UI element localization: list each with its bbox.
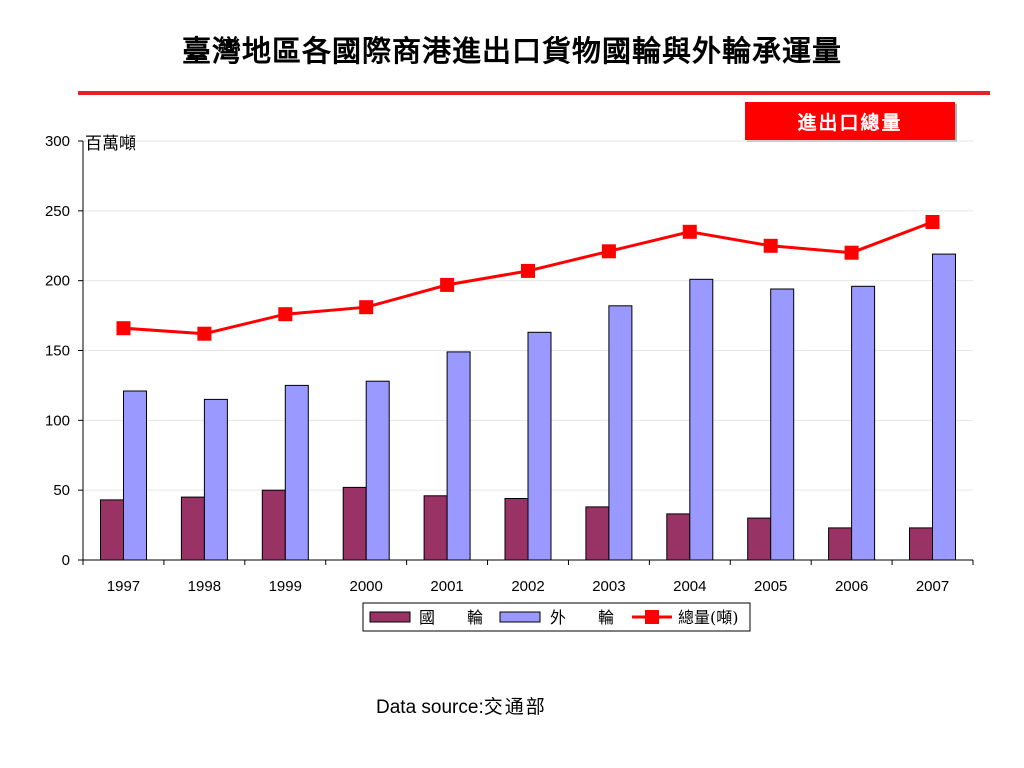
axes — [78, 140, 974, 565]
legend-box — [362, 602, 751, 632]
x-tick-label: 2007 — [916, 578, 949, 595]
legend-swatch-marker — [645, 610, 659, 624]
domestic-bar-2000 — [342, 486, 367, 561]
foreign-bar-1997 — [123, 390, 147, 561]
domestic-bar-2005 — [747, 517, 772, 561]
total-marker-2000 — [359, 300, 374, 315]
bars — [100, 253, 956, 561]
chart: 0 50 100 150 200 250 300 1997 1998 1999 2000 2001 20… — [45, 133, 974, 632]
legend-label-2: 總量(噸) — [678, 608, 739, 627]
total-marker-2005 — [763, 238, 778, 253]
foreign-bar-2001 — [446, 351, 471, 561]
domestic-bar-1997 — [100, 499, 124, 561]
domestic-bar-2007 — [909, 527, 933, 561]
legend-swatch-0 — [369, 611, 411, 623]
total-marker-2002 — [521, 263, 535, 278]
domestic-bar-2004 — [666, 513, 691, 561]
data-source: Data source:交通部 — [376, 692, 547, 719]
y-tick-label: 100 — [45, 412, 70, 429]
data-source-value: 交通部 — [483, 696, 547, 718]
legend-label-0: 國 輪 — [419, 608, 483, 627]
foreign-bar-2006 — [851, 285, 876, 561]
legend-label-1: 外 輪 — [550, 608, 614, 627]
domestic-bar-2003 — [585, 506, 610, 561]
y-tick-label: 300 — [45, 133, 70, 150]
x-tick-label: 2006 — [835, 578, 868, 595]
data-source-label: Data source: — [376, 697, 484, 718]
total-marker-1999 — [278, 307, 293, 322]
domestic-bar-1998 — [180, 496, 205, 561]
foreign-bar-1999 — [284, 384, 309, 561]
page-title: 臺灣地區各國際商港進出口貨物國輪與外輪承運量 — [181, 34, 842, 68]
foreign-bar-2005 — [770, 288, 795, 561]
y-tick-label: 150 — [45, 343, 70, 360]
y-tick-label: 200 — [45, 273, 70, 290]
y-tick-label: 250 — [45, 203, 70, 220]
domestic-bar-2002 — [504, 498, 529, 561]
axis-labels: 0 50 100 150 200 250 300 1997 1998 1999 2000 2001 20… — [45, 133, 949, 595]
legend: 國 輪 外 輪 總量(噸) — [362, 602, 751, 632]
x-tick-label: 2000 — [349, 578, 382, 595]
domestic-bar-2001 — [423, 495, 448, 561]
foreign-bar-2003 — [608, 305, 633, 561]
x-tick-label: 1999 — [269, 578, 302, 595]
foreign-bar-2000 — [365, 380, 390, 561]
total-marker-2006 — [844, 245, 859, 260]
total-line-series — [116, 215, 940, 341]
y-tick-label: 0 — [62, 552, 70, 569]
total-marker-1997 — [116, 321, 131, 336]
x-tick-label: 2001 — [430, 578, 463, 595]
foreign-bar-2004 — [689, 278, 714, 561]
total-marker-2004 — [682, 224, 697, 239]
y-tick-label: 50 — [53, 482, 70, 499]
x-tick-label: 1997 — [107, 578, 140, 595]
y-axis-unit-label: 百萬噸 — [85, 134, 136, 154]
title-divider — [78, 91, 990, 95]
x-tick-label: 2004 — [673, 578, 706, 595]
domestic-bar-1999 — [261, 489, 286, 561]
total-marker-2001 — [440, 277, 455, 292]
legend-swatch-1 — [499, 611, 541, 623]
x-tick-label: 2002 — [511, 578, 544, 595]
x-tick-label: 2003 — [592, 578, 625, 595]
foreign-bar-1998 — [203, 398, 228, 561]
foreign-bar-2007 — [932, 253, 956, 561]
foreign-bar-2002 — [527, 331, 552, 561]
domestic-bar-2006 — [828, 527, 853, 561]
total-marker-1998 — [197, 326, 212, 341]
total-volume-badge: 進出口總量 — [745, 102, 955, 140]
x-tick-label: 1998 — [188, 578, 221, 595]
x-tick-label: 2005 — [754, 578, 787, 595]
total-marker-2007 — [925, 215, 940, 229]
total-marker-2003 — [601, 244, 616, 259]
